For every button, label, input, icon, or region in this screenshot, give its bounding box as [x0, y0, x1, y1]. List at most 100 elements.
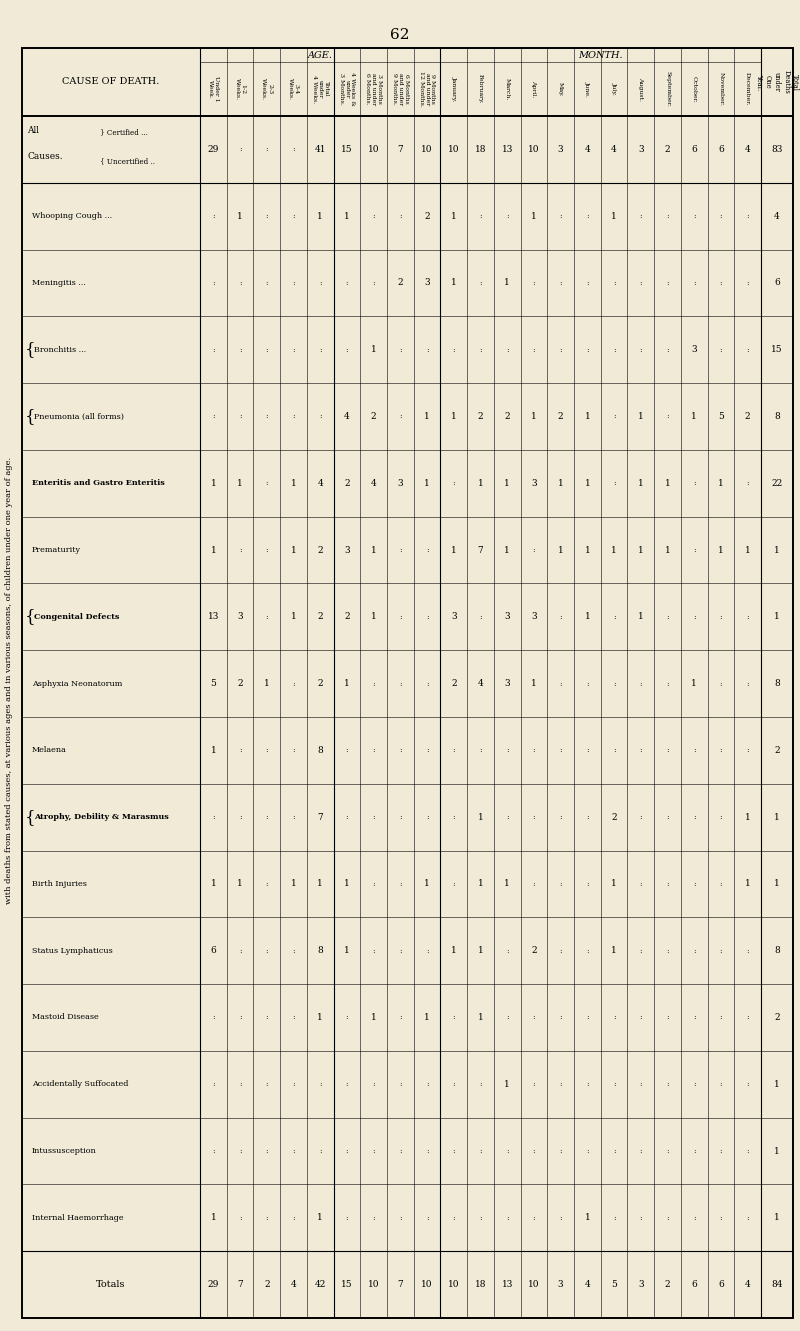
Text: :: : — [639, 880, 642, 888]
Text: :: : — [292, 212, 295, 220]
Text: :: : — [666, 413, 669, 421]
Text: :: : — [533, 1081, 535, 1089]
Text: :: : — [506, 1214, 509, 1222]
Text: :: : — [666, 346, 669, 354]
Text: February.: February. — [478, 75, 483, 104]
Text: :: : — [346, 280, 348, 287]
Text: 1: 1 — [691, 413, 697, 421]
Text: :: : — [319, 280, 322, 287]
Text: 1: 1 — [344, 212, 350, 221]
Text: 3: 3 — [691, 345, 697, 354]
Text: :: : — [693, 747, 695, 755]
Text: :: : — [453, 479, 455, 487]
Text: Asphyxia Neonatorum: Asphyxia Neonatorum — [32, 680, 122, 688]
Text: 1: 1 — [774, 612, 780, 622]
Text: Birth Injuries: Birth Injuries — [32, 880, 87, 888]
Text: :: : — [506, 747, 509, 755]
Text: 1: 1 — [774, 1079, 780, 1089]
Text: :: : — [372, 1147, 375, 1155]
Text: :: : — [639, 747, 642, 755]
Text: :: : — [613, 1013, 615, 1021]
Text: :: : — [559, 747, 562, 755]
Text: 5: 5 — [611, 1280, 617, 1290]
Text: 1: 1 — [210, 745, 216, 755]
Text: 3: 3 — [505, 612, 510, 622]
Text: :: : — [559, 1147, 562, 1155]
Text: 18: 18 — [474, 1280, 486, 1290]
Text: Prematurity: Prematurity — [32, 546, 81, 554]
Text: May.: May. — [558, 81, 563, 96]
Text: :: : — [666, 280, 669, 287]
Text: 1: 1 — [774, 813, 780, 821]
Text: :: : — [639, 1081, 642, 1089]
Text: :: : — [399, 1147, 402, 1155]
Text: Totals: Totals — [96, 1280, 126, 1290]
Text: :: : — [292, 1081, 295, 1089]
Text: :: : — [720, 1081, 722, 1089]
Text: August.: August. — [638, 77, 643, 101]
Text: 10: 10 — [368, 1280, 379, 1290]
Text: :: : — [586, 946, 589, 954]
Text: 3: 3 — [638, 1280, 643, 1290]
Text: Meningitis ...: Meningitis ... — [32, 280, 86, 287]
Text: 8: 8 — [318, 946, 323, 956]
Text: 2: 2 — [424, 212, 430, 221]
Text: 4: 4 — [585, 145, 590, 154]
Text: :: : — [586, 747, 589, 755]
Text: 1: 1 — [237, 212, 243, 221]
Text: Internal Haemorrhage: Internal Haemorrhage — [32, 1214, 124, 1222]
Text: :: : — [639, 946, 642, 954]
Text: 1: 1 — [504, 880, 510, 889]
Text: :: : — [693, 880, 695, 888]
Text: :: : — [212, 413, 214, 421]
Text: :: : — [426, 1147, 428, 1155]
Text: } Certified ...: } Certified ... — [100, 129, 148, 137]
Text: :: : — [693, 280, 695, 287]
Text: :: : — [586, 680, 589, 688]
Text: :: : — [292, 280, 295, 287]
Text: :: : — [346, 1013, 348, 1021]
Text: 5: 5 — [210, 679, 216, 688]
Text: :: : — [746, 346, 749, 354]
Text: :: : — [266, 612, 268, 620]
Text: Enteritis and Gastro Enteritis: Enteritis and Gastro Enteritis — [32, 479, 165, 487]
Text: :: : — [613, 280, 615, 287]
Text: 84: 84 — [771, 1280, 782, 1290]
Text: 1: 1 — [774, 546, 780, 555]
Text: Whooping Cough ...: Whooping Cough ... — [32, 212, 112, 220]
Text: :: : — [292, 346, 295, 354]
Text: :: : — [693, 546, 695, 554]
Text: Causes.: Causes. — [27, 152, 62, 161]
Text: :: : — [238, 946, 242, 954]
Text: All: All — [27, 126, 39, 136]
Text: 1: 1 — [638, 612, 644, 622]
Text: :: : — [292, 1013, 295, 1021]
Text: 9 Months
and under
12 Months.: 9 Months and under 12 Months. — [418, 71, 435, 106]
Text: :: : — [292, 1214, 295, 1222]
Text: :: : — [639, 1147, 642, 1155]
Text: 1: 1 — [585, 546, 590, 555]
Text: :: : — [399, 546, 402, 554]
Text: with deaths from stated causes, at various ages and in various seasons, of child: with deaths from stated causes, at vario… — [5, 457, 13, 904]
Text: :: : — [613, 346, 615, 354]
Text: 3: 3 — [424, 278, 430, 287]
Text: Mastoid Disease: Mastoid Disease — [32, 1013, 98, 1021]
Text: :: : — [212, 1081, 214, 1089]
Text: 6: 6 — [774, 278, 780, 287]
Text: :: : — [266, 346, 268, 354]
Text: 1: 1 — [611, 546, 617, 555]
Text: :: : — [559, 813, 562, 821]
Text: 1: 1 — [611, 212, 617, 221]
Text: :: : — [453, 346, 455, 354]
Text: :: : — [639, 280, 642, 287]
Text: :: : — [399, 212, 402, 220]
Text: 1: 1 — [531, 212, 537, 221]
Text: :: : — [426, 612, 428, 620]
Text: 10: 10 — [528, 145, 540, 154]
Text: :: : — [399, 612, 402, 620]
Text: 1: 1 — [344, 946, 350, 956]
Text: January.: January. — [451, 76, 456, 101]
Text: 10: 10 — [422, 145, 433, 154]
Text: 15: 15 — [341, 145, 353, 154]
Text: :: : — [506, 946, 509, 954]
